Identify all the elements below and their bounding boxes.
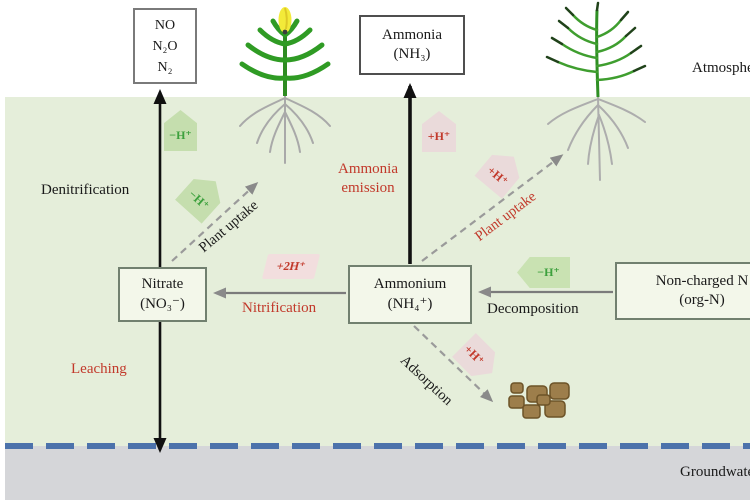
organic-n-formula: (org-N) [679,292,725,308]
plant-uptake-ammonium-arrow [421,154,564,262]
adsorption-arrow [413,325,494,403]
denitrification-label: Denitrification [41,182,130,198]
ammonia-emission-label: Ammonia emission [330,160,406,198]
gas-n2o: N₂O [152,38,178,54]
proton-tag-nitrification: +2H⁺ [261,254,321,279]
groundwater-region [5,446,750,500]
weed-roots [547,96,646,181]
corn-tassel-base [282,29,288,35]
soil-particles [508,382,570,419]
corn-tassel [278,7,292,33]
corn-leaves [239,18,331,81]
organic-n-box: Non-charged N (org-N) [615,262,750,320]
leaching-label: Leaching [71,361,127,377]
weed-branches [545,1,647,82]
atmosphere-label: Atmosphere [692,60,750,76]
proton-tag-ammonia-emission-text: +H⁺ [427,129,451,143]
ammonia-emission-line2: emission [341,179,395,196]
proton-tag-plant-uptake-ammonium-text: +H⁺ [484,162,512,189]
proton-tag-denitrification-text: −H⁺ [169,128,192,142]
nitrification-label: Nitrification [242,300,317,316]
proton-tag-nitrification-text: +2H⁺ [275,259,308,273]
proton-tag-decomposition-text: −H⁺ [537,265,560,279]
solid-arrows [153,83,613,453]
proton-tag-plant-uptake-nitrate-text: −H⁺ [185,187,213,213]
ammonium-formula: (NH₄⁺) [387,295,433,312]
ammonia-emission-line1: Ammonia [338,161,398,177]
ammonia-box: Ammonia (NH₃) [359,15,465,75]
plant-uptake-nitrate-arrow [171,181,259,262]
weed-stem [595,9,600,98]
ammonia-formula: (NH₃) [393,46,431,62]
corn-roots [239,95,331,164]
ammonium-name: Ammonium [373,276,447,292]
proton-tag-decomposition: −H⁺ [517,257,570,288]
groundwater-label: Groundwater [680,464,750,480]
organic-n-name: Non-charged N [655,272,749,289]
corn-tassel-detail [284,7,288,30]
nitrate-box: Nitrate (NO₃⁻) [118,267,207,322]
ammonium-box: Ammonium (NH₄⁺) [348,265,472,324]
gas-n2: N₂ [157,59,173,75]
decomposition-label: Decomposition [487,301,579,317]
gas-no: NO [154,17,176,33]
proton-tag-adsorption-text: +H⁺ [461,342,488,369]
nitrate-formula: (NO₃⁻) [140,295,185,312]
ammonia-name: Ammonia [382,26,442,43]
weed-plant [545,1,647,181]
dashed-arrows [171,154,564,403]
nitrate-name: Nitrate [141,276,184,292]
gaseous-n-box: NO N₂O N₂ [133,8,197,84]
corn-plant [239,7,331,164]
